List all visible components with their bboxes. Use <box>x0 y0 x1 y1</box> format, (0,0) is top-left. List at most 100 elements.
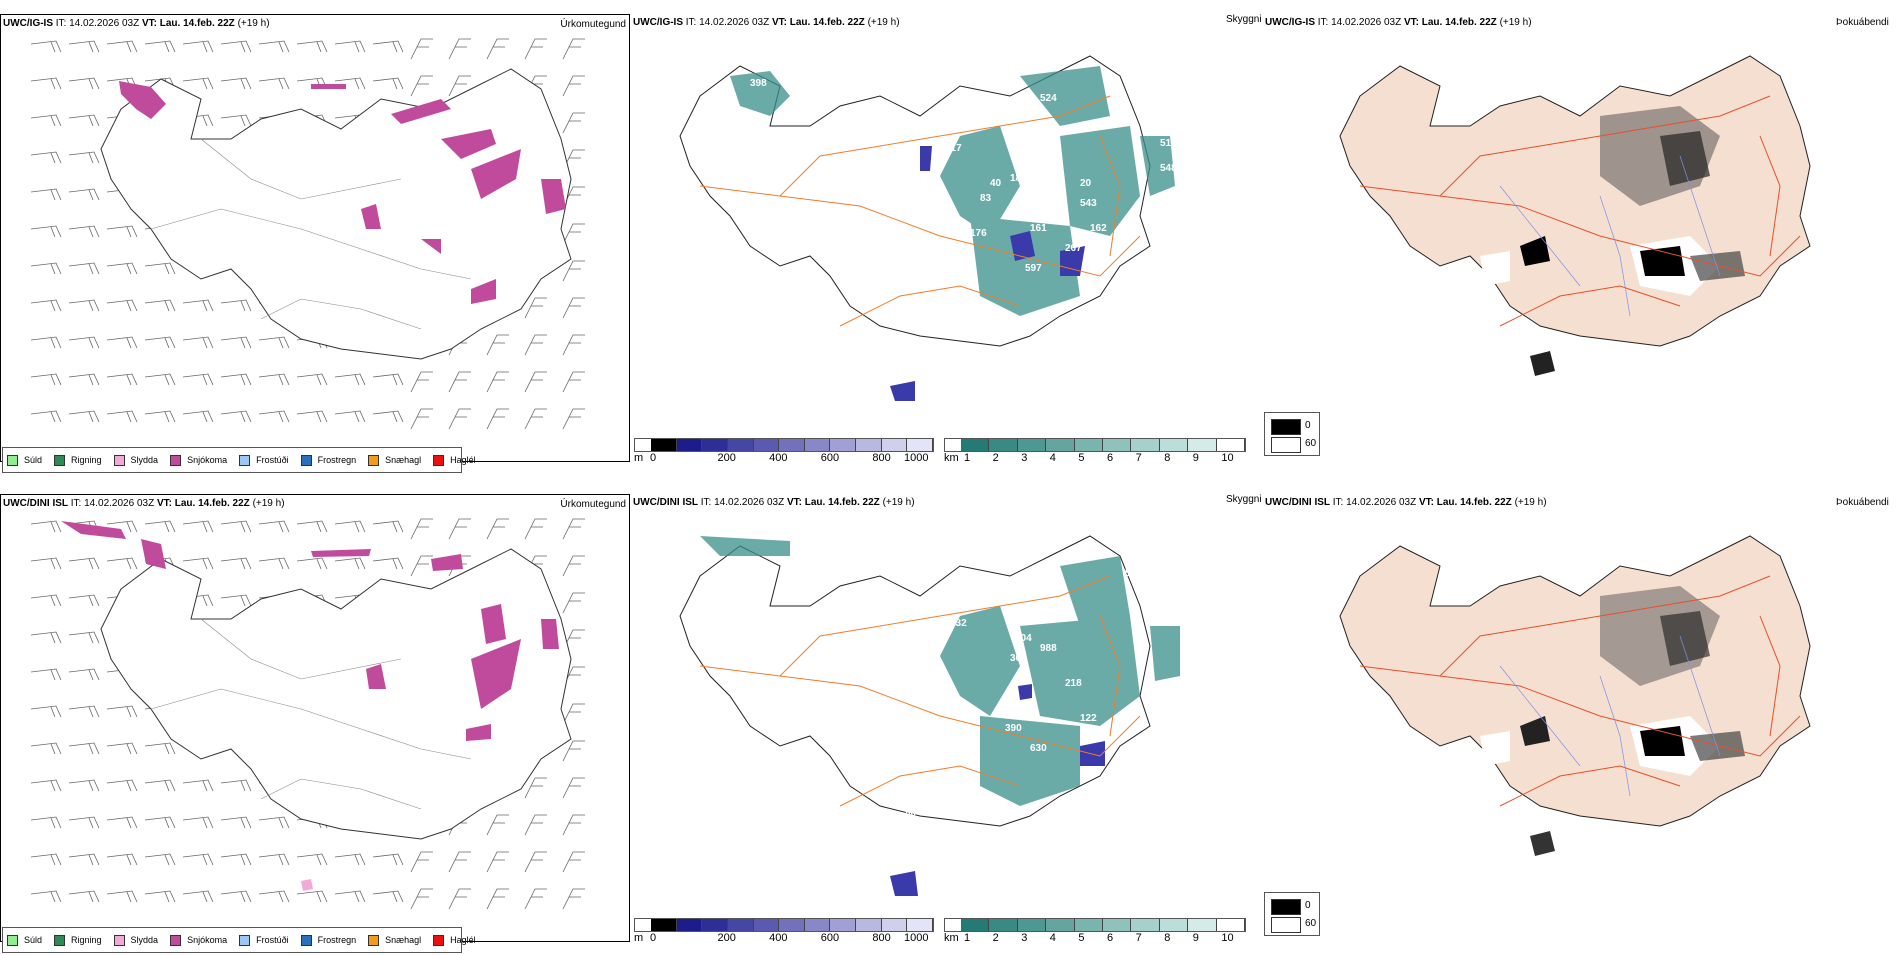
precip-type-map <box>30 38 585 430</box>
wind-barb <box>68 816 100 829</box>
legend-label: Snæhagl <box>385 455 422 465</box>
colorbar-bin <box>1074 439 1104 451</box>
legend-item: Súld <box>7 454 43 466</box>
wind-barb <box>334 520 366 533</box>
value-labels: 545 432 404 988 366 218 157 73 390 122 630 80 02 <box>905 563 1142 819</box>
wind-barb <box>68 410 100 423</box>
wind-barb <box>68 188 100 201</box>
iceland-outline <box>1339 55 1811 347</box>
wind-barb <box>562 223 585 245</box>
visibility-unit: km <box>944 932 959 944</box>
model-name: UWC/DINI ISL <box>1265 497 1330 508</box>
colorbar-bin <box>1017 439 1047 451</box>
model-name: UWC/IG-IS <box>1265 17 1315 28</box>
fog-swatch <box>1271 917 1301 933</box>
value-label: 157 <box>905 693 922 704</box>
snow-areas <box>61 521 559 741</box>
wind-barb <box>258 410 290 423</box>
fog-label: 60 <box>1305 438 1317 449</box>
wind-barb <box>372 890 404 903</box>
visibility-tick: 1 <box>964 932 971 944</box>
value-label: 218 <box>930 208 947 219</box>
fog-legend: 0 60 <box>1264 892 1320 936</box>
iceland-outline <box>1339 535 1811 827</box>
colorbar-bin <box>907 919 934 931</box>
wind-barb <box>144 373 176 386</box>
fog-label: 60 <box>1305 918 1317 929</box>
wind-barb <box>30 705 62 718</box>
wind-barb <box>106 299 138 312</box>
wind-barb <box>486 408 509 430</box>
fog-label: 0 <box>1305 900 1311 911</box>
colorbar-bin <box>1216 439 1246 451</box>
it-label: IT: <box>685 17 697 28</box>
vt-value: Lau. 14.feb. 22Z <box>1421 17 1497 28</box>
visibility-tick: 4 <box>1049 932 1056 944</box>
colorbar-bin <box>1188 439 1217 451</box>
wind-barb <box>182 779 214 792</box>
wind-barb <box>220 779 252 792</box>
ceiling-tick: 400 <box>769 932 788 944</box>
value-label: 524 <box>1040 93 1057 104</box>
it-value: 14.02.2026 03Z <box>1331 17 1402 28</box>
value-label: 80 <box>905 808 917 819</box>
legend-label: Frostúði <box>256 935 289 945</box>
legend-label: Frostregn <box>317 935 357 945</box>
wind-barb <box>220 520 252 533</box>
legend-item: Frostregn <box>300 934 357 946</box>
wind-barb <box>182 557 214 570</box>
wind-barb <box>30 40 62 53</box>
wind-barb <box>562 777 585 799</box>
lead-time: (+19 h) <box>1514 497 1547 508</box>
wind-barb <box>562 814 585 836</box>
wind-barb <box>562 334 585 356</box>
wind-barb <box>258 890 290 903</box>
panel-title: UWC/IG-IS IT: 14.02.2026 03Z VT: Lau. 14… <box>1265 17 1532 28</box>
lead-time: (+19 h) <box>237 18 270 29</box>
value-label: 217 <box>945 143 962 154</box>
legend-item: Frostúði <box>239 454 289 466</box>
wind-barb <box>410 851 433 873</box>
wind-barb <box>562 260 585 282</box>
wind-barb <box>220 816 252 829</box>
value-label: 218 <box>1065 678 1082 689</box>
wind-barb <box>448 38 471 60</box>
legend-label: Súld <box>24 455 43 465</box>
wind-barb <box>182 410 214 423</box>
wind-barb <box>220 299 252 312</box>
wind-barb <box>144 299 176 312</box>
wind-barb <box>220 373 252 386</box>
wind-barb <box>68 594 100 607</box>
value-label: 20 <box>1080 178 1092 189</box>
wind-barb <box>296 373 328 386</box>
wind-barb <box>524 851 547 873</box>
wind-barb <box>68 262 100 275</box>
wind-barb <box>106 336 138 349</box>
value-label: 545 <box>1125 568 1142 579</box>
it-label: IT: <box>55 18 67 29</box>
panel-title: UWC/DINI ISL IT: 14.02.2026 03Z VT: Lau.… <box>1265 497 1547 508</box>
wind-barb <box>68 853 100 866</box>
colorbar-bin <box>881 919 908 931</box>
wind-barb <box>68 336 100 349</box>
colorbar-bin <box>1188 919 1217 931</box>
wind-barb <box>144 742 176 755</box>
wind-barb <box>30 262 62 275</box>
colorbar-bin <box>727 919 754 931</box>
it-value: 14.02.2026 03Z <box>1346 497 1417 508</box>
value-label: 432 <box>950 618 967 629</box>
fog-legend: 0 60 <box>1264 412 1320 456</box>
param-name: Skyggni <box>1226 494 1262 505</box>
wind-barb <box>562 851 585 873</box>
wind-barb <box>30 373 62 386</box>
legend-label: Snæhagl <box>385 935 422 945</box>
wind-barb <box>258 336 290 349</box>
legend-swatch <box>300 934 312 946</box>
legend-item: Snæhagl <box>368 934 422 946</box>
legend-item: Frostúði <box>239 934 289 946</box>
visibility-areas <box>700 536 1180 806</box>
wind-barb <box>30 151 62 164</box>
colorbar-bin <box>651 919 677 931</box>
visibility-tick: 5 <box>1078 932 1085 944</box>
